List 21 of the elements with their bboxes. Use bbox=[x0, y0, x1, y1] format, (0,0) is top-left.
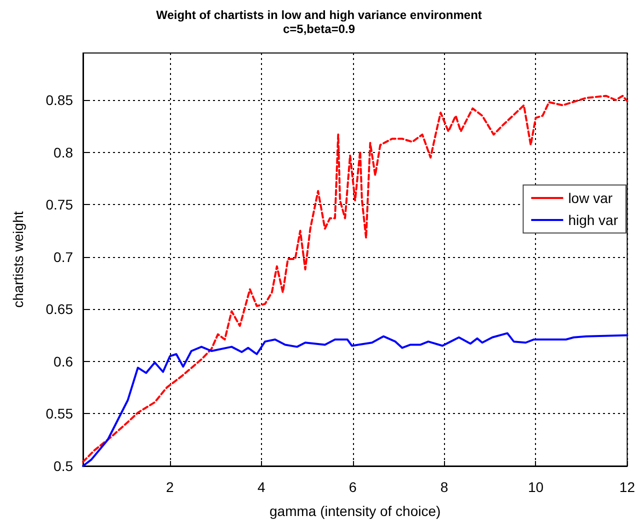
y-axis-title: chartists weight bbox=[10, 211, 26, 308]
y-tick-label: 0.75 bbox=[46, 196, 74, 213]
y-tick-label: 0.6 bbox=[54, 353, 74, 370]
y-tick-label: 0.85 bbox=[46, 92, 74, 108]
x-tick-label: 12 bbox=[619, 479, 636, 495]
y-tick-label: 0.65 bbox=[46, 301, 74, 318]
y-tick-label: 0.8 bbox=[54, 144, 74, 160]
x-tick-label: 10 bbox=[528, 479, 544, 495]
legend-label: high var bbox=[568, 212, 618, 228]
y-tick-label: 0.5 bbox=[54, 458, 74, 474]
x-tick-label: 6 bbox=[348, 479, 357, 495]
chart-subtitle: c=5,beta=0.9 bbox=[282, 22, 356, 36]
legend-label: low var bbox=[568, 190, 613, 206]
x-tick-label: 2 bbox=[166, 479, 174, 495]
x-tick-label: 8 bbox=[440, 479, 448, 495]
y-tick-label: 0.55 bbox=[46, 406, 74, 422]
line-series bbox=[82, 94, 628, 463]
x-tick-label: 4 bbox=[257, 479, 266, 495]
x-axis-title: gamma (intensity of choice) bbox=[270, 503, 441, 519]
chart-title: Weight of chartists in low and high variance environment bbox=[156, 8, 482, 22]
y-tick-label: 0.7 bbox=[54, 248, 74, 265]
